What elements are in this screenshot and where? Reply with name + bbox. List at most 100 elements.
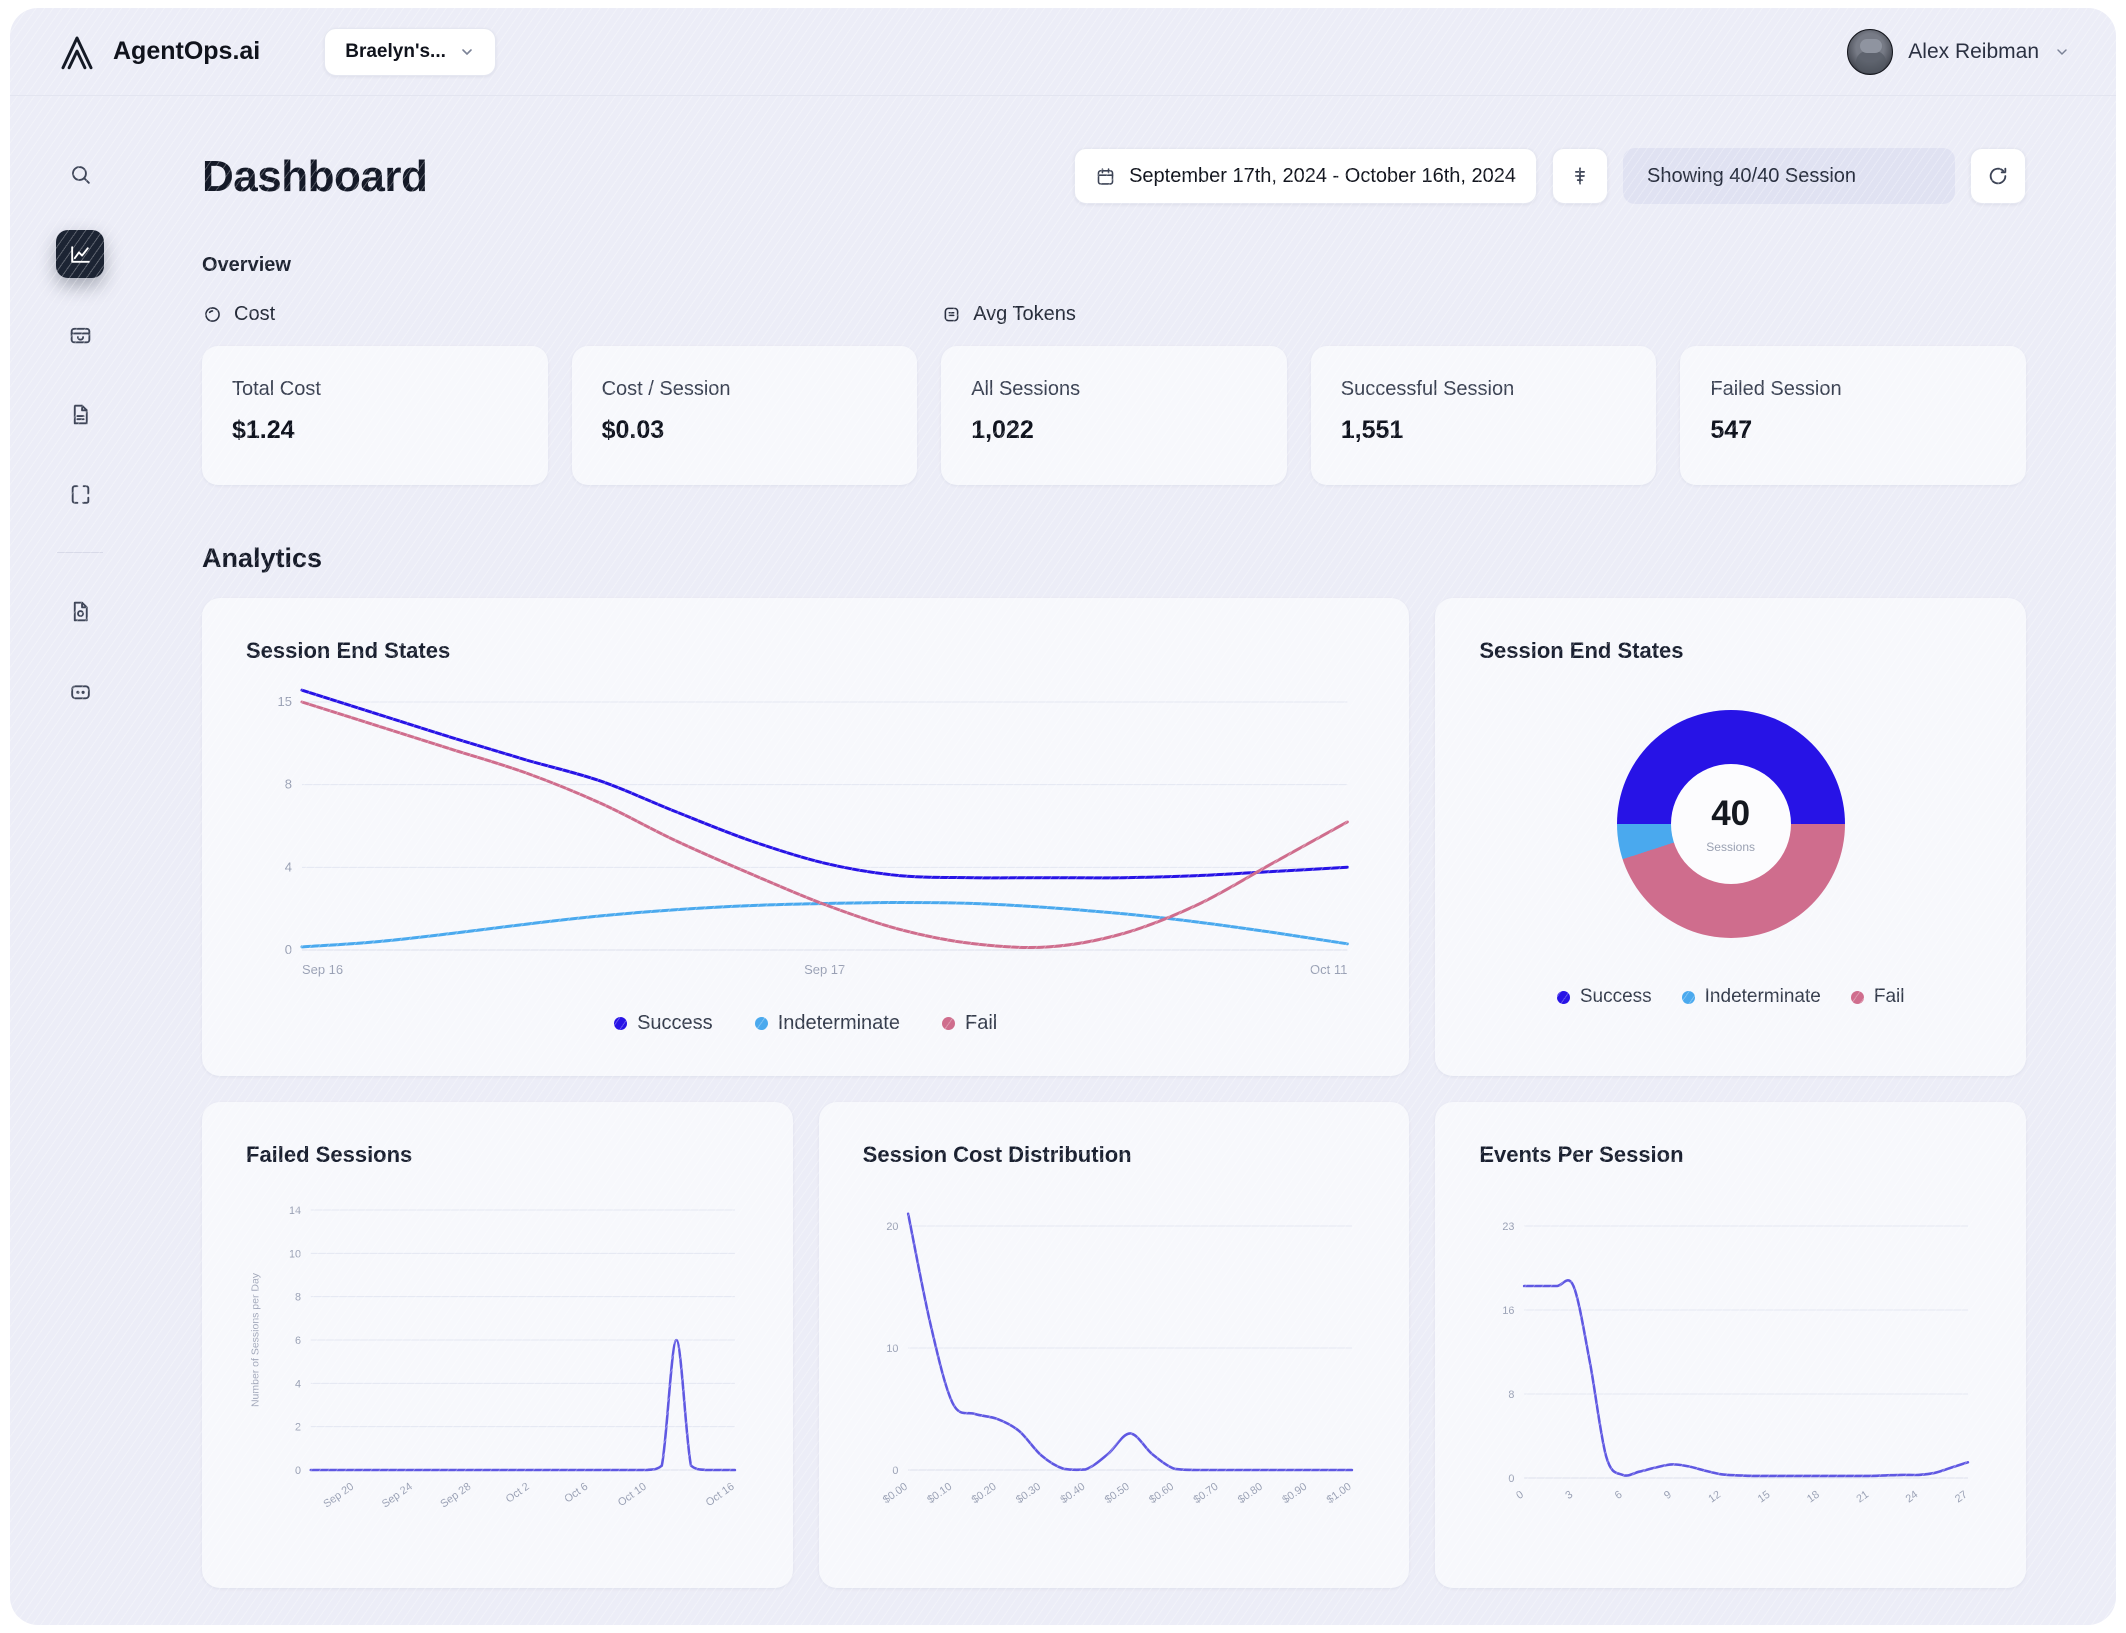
stat-card-cost-per-session: Cost / Session $0.03 [571, 346, 918, 485]
project-selector-label: Braelyn's... [345, 40, 446, 62]
chart-card-events-per-session: Events Per Session 0 8 16 23 0 3 6 9 12 15 18 21 24 2… [1435, 1102, 2026, 1588]
sidebar-item-logs[interactable] [56, 390, 104, 438]
user-menu[interactable]: Alex Reibman [1847, 28, 2070, 75]
stat-value: 1,551 [1340, 416, 1404, 444]
chevron-down-icon [462, 48, 472, 55]
svg-text:14: 14 [289, 1205, 301, 1217]
session-end-states-line-chart: 0 4 8 15 Sep 16 Sep 17 Oct 11 [278, 688, 1349, 977]
svg-text:23: 23 [1503, 1221, 1515, 1233]
sidebar-item-traces[interactable] [56, 470, 104, 518]
events-per-session-chart: 0 8 16 23 0 3 6 9 12 15 18 21 24 27 [1503, 1221, 1970, 1506]
refresh-icon [1989, 167, 2007, 185]
svg-text:$0.50: $0.50 [1102, 1481, 1131, 1507]
chart-title: Session Cost Distribution [862, 1142, 1132, 1167]
project-selector[interactable]: Braelyn's... [324, 27, 496, 76]
svg-text:10: 10 [289, 1248, 301, 1260]
sidebar-item-search[interactable] [56, 150, 104, 198]
dashboard-controls: September 17th, 2024 - October 16th, 202… [1074, 148, 2026, 204]
legend-item-success[interactable]: Success [1556, 986, 1652, 1008]
stat-cards: Total Cost $1.24 Cost / Session $0.03 Al… [202, 346, 2026, 485]
legend-item-fail[interactable]: Fail [941, 1012, 997, 1035]
chart-title: Failed Sessions [246, 1142, 413, 1167]
coin-icon [205, 307, 220, 322]
legend-dot [1556, 990, 1570, 1004]
filter-button[interactable] [1552, 148, 1608, 204]
document-report-icon [73, 404, 88, 424]
sidebar-item-docs[interactable] [56, 587, 104, 635]
svg-text:15: 15 [278, 694, 292, 709]
session-cost-distribution-chart: 0 10 20 $0.00 $0.10 $0.20 $0.30 $0.40 $0.50 $0.60… [881, 1212, 1353, 1507]
legend-dot [1681, 990, 1695, 1004]
chevron-down-icon [2057, 48, 2067, 55]
svg-text:Sep 16: Sep 16 [302, 962, 343, 977]
line-chart-icon [70, 245, 90, 263]
legend-item-indeterminate[interactable]: Indeterminate [754, 1012, 900, 1035]
brand-name: AgentOps.ai [113, 37, 261, 65]
legend-dot [754, 1017, 768, 1030]
svg-text:$0.40: $0.40 [1058, 1481, 1087, 1507]
session-count-label: Showing 40/40 Session [1647, 164, 1857, 187]
analytics-grid: Session End States 0 4 8 15 Sep 16 Sep 17 Oct … [202, 598, 2026, 1588]
chart-legend: Success Indeterminate Fail [246, 1012, 1365, 1035]
svg-text:9: 9 [1662, 1489, 1674, 1502]
svg-text:$0.10: $0.10 [925, 1481, 954, 1507]
sidebar-item-agents[interactable] [56, 667, 104, 715]
svg-text:$1.00: $1.00 [1324, 1481, 1353, 1507]
svg-text:12: 12 [1707, 1489, 1724, 1506]
sidebar-item-sessions[interactable] [56, 310, 104, 358]
stat-card-all-sessions: All Sessions 1,022 [941, 346, 1287, 485]
topbar: AgentOps.ai Braelyn's... Alex Reibman [10, 8, 2116, 96]
stat-value: $1.24 [232, 416, 295, 444]
sidebar-item-dashboard[interactable] [56, 230, 104, 278]
svg-text:$0.80: $0.80 [1236, 1481, 1265, 1507]
legend-item-success[interactable]: Success [614, 1012, 713, 1035]
svg-text:$0.20: $0.20 [969, 1481, 998, 1507]
failed-sessions-chart: 0 2 4 6 8 10 14 Number of Sessions per Day Sep 2… [251, 1205, 737, 1511]
svg-text:4: 4 [295, 1378, 301, 1390]
tab-cost[interactable]: Cost [202, 303, 548, 326]
svg-text:0: 0 [1509, 1473, 1515, 1485]
file-icon [73, 601, 88, 621]
svg-text:$0.00: $0.00 [881, 1481, 910, 1507]
refresh-button[interactable] [1970, 148, 2026, 204]
svg-text:27: 27 [1953, 1489, 1970, 1506]
svg-text:21: 21 [1855, 1489, 1872, 1506]
legend-item-indeterminate[interactable]: Indeterminate [1681, 986, 1821, 1008]
session-count-pill[interactable]: Showing 40/40 Session [1623, 148, 1955, 204]
tab-avg-tokens[interactable]: Avg Tokens [941, 303, 1287, 326]
legend-item-fail[interactable]: Fail [1850, 986, 1904, 1008]
svg-text:Number of Sessions per Day: Number of Sessions per Day [251, 1272, 262, 1407]
svg-text:8: 8 [285, 777, 292, 792]
legend-dot [941, 1017, 955, 1030]
legend-dot [614, 1017, 628, 1030]
svg-text:Oct 11: Oct 11 [1310, 962, 1347, 977]
chart-title: Events Per Session [1479, 1142, 1684, 1167]
stat-label: Failed Session [1710, 378, 1842, 400]
stat-card-successful-session: Successful Session 1,551 [1310, 346, 1657, 485]
chart-title: Session End States [1479, 638, 1684, 663]
archive-drive-icon [70, 327, 90, 343]
tab-cost-label: Cost [234, 303, 276, 325]
chart-legend: Success Indeterminate Fail [1479, 986, 1982, 1008]
svg-text:3: 3 [1564, 1489, 1576, 1502]
sidebar [10, 96, 150, 1625]
date-range-picker[interactable]: September 17th, 2024 - October 16th, 202… [1074, 148, 1537, 204]
svg-text:0: 0 [892, 1465, 898, 1477]
svg-text:20: 20 [886, 1221, 898, 1233]
overview-tabs: Cost Avg Tokens [202, 303, 2026, 326]
donut-center: 40 Sessions [1617, 710, 1845, 938]
legend-label: Indeterminate [1704, 986, 1821, 1007]
svg-text:2: 2 [295, 1422, 301, 1434]
chart-card-session-end-states-donut: Session End States 40 Sessions Success In… [1435, 598, 2026, 1076]
legend-label: Indeterminate [777, 1012, 900, 1034]
donut-hole [1670, 764, 1791, 884]
code-brackets-icon [71, 484, 89, 504]
analytics-heading: Analytics [202, 543, 323, 573]
stat-value: 1,022 [971, 416, 1034, 444]
agentops-logo-icon [61, 36, 93, 69]
svg-text:0: 0 [1514, 1489, 1526, 1502]
svg-text:16: 16 [1503, 1305, 1515, 1317]
svg-text:18: 18 [1805, 1489, 1822, 1506]
tab-avg-tokens-label: Avg Tokens [973, 303, 1076, 325]
svg-text:Oct 2: Oct 2 [504, 1481, 532, 1506]
